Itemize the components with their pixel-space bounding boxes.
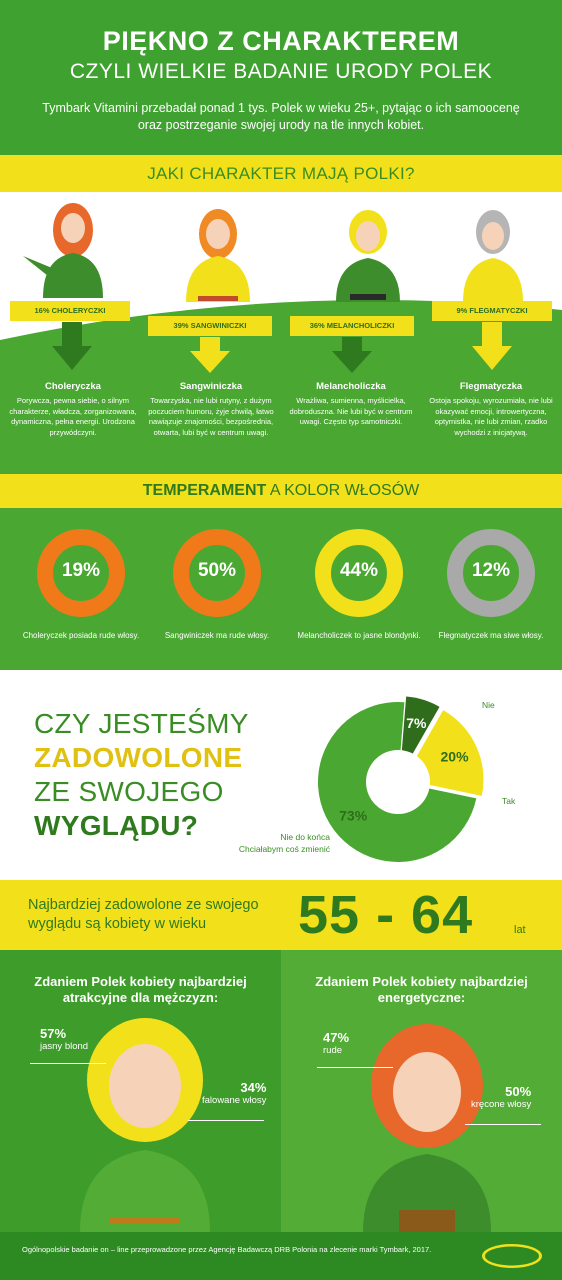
phlegmatic-description: Flegmatyczka Ostoja spokoju, wyrozumiała… [426, 381, 556, 438]
ring-phlegmatic-value: 12% [471, 560, 511, 581]
blonde-woman-figure [80, 1018, 210, 1232]
satisfaction-section: CZY JESTEŚMY ZADOWOLONE ZE SWOJEGO WYGLĄ… [0, 670, 562, 880]
age-band: Najbardziej zadowolone ze swojego wygląd… [0, 880, 562, 950]
age-unit: lat [514, 924, 526, 936]
pie-value-label: 7% [406, 715, 427, 731]
ring-sanguine-caption: Sangwiniczek ma rude włosy. [164, 631, 270, 640]
ribbon-melancholic: 36% MELANCHOLICZKI [290, 316, 414, 336]
ring-phlegmatic-caption: Flegmatyczek ma siwe włosy. [438, 631, 544, 640]
melancholic-description: Melancholiczka Wrażliwa, sumienna, myśli… [286, 381, 416, 428]
header: PIĘKNO Z CHARAKTEREM CZYLI WIELKIE BADAN… [0, 0, 562, 155]
temperament-title-bold: TEMPERAMENT [142, 482, 267, 499]
satisfaction-heading-2: ZADOWOLONE [34, 742, 243, 773]
satisfaction-heading-1: CZY JESTEŚMY [34, 708, 249, 739]
attractive-stat-1-caption: jasny blond [40, 1041, 89, 1052]
ring-sanguine-value: 50% [197, 560, 237, 581]
ring-phlegmatic-label-wrap: 12% [446, 528, 536, 618]
melancholic-text: Wrażliwa, sumienna, myślicielka, dobrodu… [289, 396, 413, 426]
ring-melancholic-caption: Melancholiczek to jasne blondynki. [297, 631, 421, 640]
attractive-panel: Zdaniem Polek kobiety najbardziej atrakc… [0, 950, 281, 1232]
energetic-stat-1-value: 47% [323, 1030, 350, 1045]
sanguine-woman-figure [186, 209, 250, 302]
attractive-stat-2-line [188, 1120, 264, 1121]
label-nie: Nie [482, 700, 495, 710]
phlegmatic-woman-figure [463, 210, 523, 302]
satisfaction-heading-3: ZE SWOJEGO [34, 776, 224, 807]
energetic-stat-1-line [317, 1067, 393, 1068]
pie-value-label: 73% [339, 808, 368, 824]
satisfaction-pie-chart: 7% 20% 73% [318, 696, 484, 862]
energetic-stat-1: 47% rude [323, 1030, 349, 1056]
temperament-band: TEMPERAMENT A KOLOR WŁOSÓW [0, 474, 562, 508]
ring-phlegmatic [447, 529, 535, 617]
attractive-stat-2: 34% falowane włosy [202, 1080, 266, 1106]
ribbon-choleric: 16% CHOLERYCZKI [10, 301, 130, 321]
energetic-stat-2-caption: kręcone włosy [471, 1099, 532, 1110]
arrow-down-icon [332, 337, 372, 373]
ring-sanguine [173, 529, 261, 617]
ring-choleric-label-wrap: 19% [36, 528, 126, 618]
sanguine-name: Sangwiniczka [179, 381, 243, 392]
footer-text: Ogólnopolskie badanie on – line przeprow… [22, 1245, 432, 1254]
intro-text: Tymbark Vitamini przebadał ponad 1 tys. … [42, 101, 520, 132]
ring-melancholic [315, 529, 403, 617]
sanguine-text: Towarzyska, nie lubi rutyny, z dużym poc… [148, 396, 274, 437]
ring-choleric-value: 19% [61, 560, 101, 581]
choleric-name: Choleryczka [45, 381, 101, 392]
age-range: 55 - 64 [298, 885, 474, 945]
age-text: Najbardziej zadowolone ze swojego wygląd… [28, 897, 259, 932]
ring-melancholic-value: 44% [339, 560, 379, 581]
ring-melancholic-label-wrap: 44% [314, 528, 404, 618]
attractive-stat-2-value: 34% [240, 1080, 267, 1095]
energetic-stat-2: 50% kręcone włosy [471, 1084, 531, 1110]
character-question-band: JAKI CHARAKTER MAJĄ POLKI? [0, 155, 562, 192]
energetic-panel: Zdaniem Polek kobiety najbardziej energe… [281, 950, 562, 1232]
attractive-stat-2-caption: falowane włosy [202, 1095, 267, 1106]
choleric-description: Choleryczka Porywcza, pewna siebie, o si… [8, 381, 138, 438]
choleric-woman-figure [23, 203, 103, 298]
ribbon-phlegmatic: 9% FLEGMATYCZKI [432, 301, 552, 321]
choleric-text: Porywcza, pewna siebie, o silnym charakt… [9, 396, 137, 437]
phlegmatic-text: Ostoja spokoju, wyrozumiała, nie lubi ok… [429, 396, 553, 437]
redhead-woman-figure [363, 1024, 491, 1232]
arrow-down-icon [190, 337, 230, 373]
temperament-title-rest: A KOLOR WŁOSÓW [266, 482, 420, 499]
temperament-title: TEMPERAMENT A KOLOR WŁOSÓW [0, 482, 562, 500]
green-wave-bg [0, 300, 562, 480]
label-rest-2: Chciałabym coś zmienić [238, 844, 330, 854]
footer: Ogólnopolskie badanie on – line przeprow… [0, 1232, 562, 1280]
satisfaction-heading-4: WYGLĄDU? [34, 810, 199, 841]
label-rest-1: Nie do końca [280, 832, 330, 842]
attractive-stat-1: 57% jasny blond [40, 1026, 88, 1052]
melancholic-name: Melancholiczka [316, 381, 386, 392]
melancholic-woman-figure [336, 210, 400, 302]
ring-choleric [37, 529, 125, 617]
page-subtitle: CZYLI WIELKIE BADANIE URODY POLEK [69, 60, 493, 83]
attractive-stat-1-value: 57% [40, 1026, 67, 1041]
attractive-title: Zdaniem Polek kobiety najbardziej atrakc… [34, 974, 247, 1005]
arrow-down-icon [52, 322, 92, 370]
ring-sanguine-label-wrap: 50% [172, 528, 262, 618]
character-question: JAKI CHARAKTER MAJĄ POLKI? [147, 164, 415, 183]
pie-center-hole [366, 750, 430, 814]
energetic-stat-2-line [465, 1124, 541, 1125]
phlegmatic-name: Flegmatyczka [459, 381, 523, 392]
temperament-section: 19% Choleryczek posiada rude włosy. 50% … [0, 508, 562, 670]
label-tak: Tak [502, 796, 516, 806]
energetic-title: Zdaniem Polek kobiety najbardziej energe… [315, 974, 528, 1005]
pie-value-label: 20% [441, 749, 470, 765]
energetic-stat-2-value: 50% [505, 1084, 532, 1099]
page-title: PIĘKNO Z CHARAKTEREM [102, 26, 460, 56]
attractive-stat-1-line [30, 1063, 106, 1064]
energetic-stat-1-caption: rude [323, 1045, 343, 1056]
arrow-down-icon [472, 322, 512, 370]
sanguine-description: Sangwiniczka Towarzyska, nie lubi rutyny… [146, 381, 276, 438]
ring-choleric-caption: Choleryczek posiada rude włosy. [22, 631, 140, 640]
tymbark-logo [482, 1244, 542, 1268]
ribbon-sanguine: 39% SANGWINICZKI [148, 316, 272, 336]
